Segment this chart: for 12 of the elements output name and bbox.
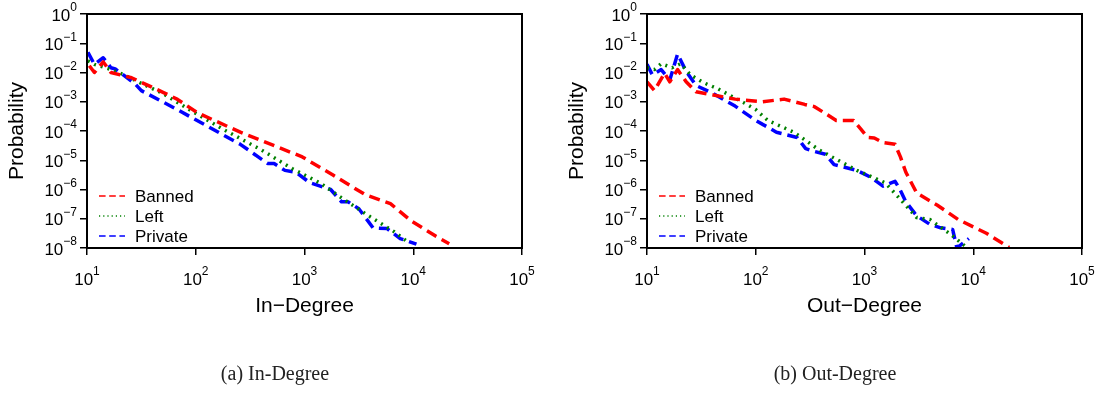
x-axis-title: Out−Degree <box>807 292 922 316</box>
y-axis-title: Probability <box>563 81 587 181</box>
text: (b) Out-Degree <box>772 362 898 385</box>
legend-label: Left <box>135 206 164 226</box>
x-axis-title: In−Degree <box>255 292 354 316</box>
legend-label: Private <box>135 226 188 246</box>
legend-label: Banned <box>135 186 194 206</box>
y-axis-title: Probability <box>3 81 27 181</box>
legend-label: Left <box>695 206 724 226</box>
legend-label: Private <box>695 226 748 246</box>
legend-label: Banned <box>695 186 754 206</box>
text: (a) In-Degree <box>219 362 331 385</box>
